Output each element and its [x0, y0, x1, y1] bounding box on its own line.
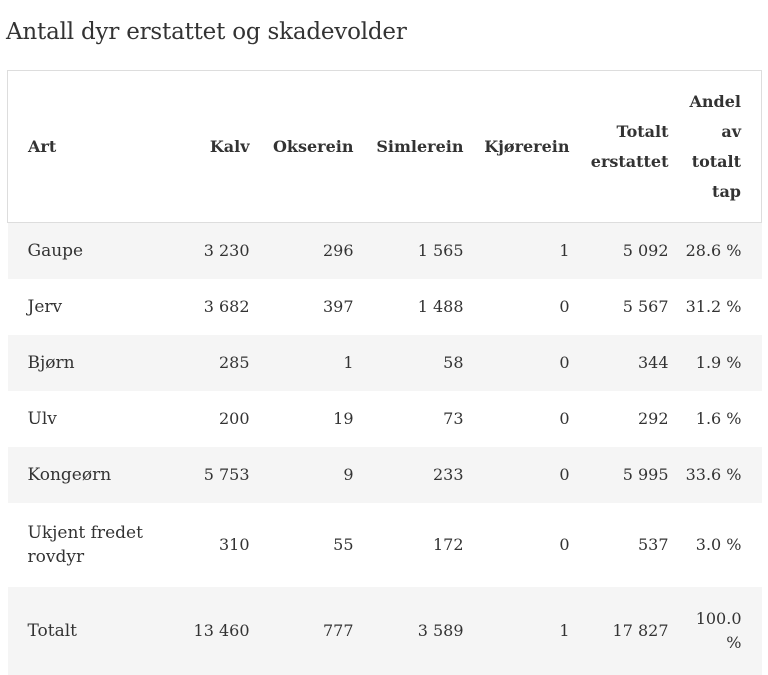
cell-kalv: 5 753 [203, 464, 250, 484]
cell-totalt-erstattet: 5 092 [622, 240, 669, 260]
table-row: Jerv 3 682 397 1 488 0 5 567 31.2 % [8, 279, 762, 335]
cell-art: Kongeørn [27, 464, 112, 485]
cell-kalv: 13 460 [193, 620, 250, 640]
cell-andel: 1.6 % [695, 408, 742, 428]
cell-kjorerein: 0 [559, 296, 570, 316]
cell-andel: 33.6 % [685, 464, 742, 484]
cell-simlerein: 1 488 [417, 296, 464, 316]
table-row: Kongeørn 5 753 9 233 0 5 995 33.6 % [7, 446, 762, 503]
column-header-kjorerein: Kjørerein [467, 70, 574, 223]
cell-totalt-erstattet: 17 827 [612, 620, 669, 640]
table-row: Bjørn 285 1 58 0 344 1.9 % [7, 334, 762, 391]
cell-totalt-erstattet: 537 [637, 534, 669, 554]
table-row: Gaupe 3 230 296 1 565 1 5 092 28.6 % [7, 222, 762, 279]
cell-art: Ukjent fredet rovdyr [27, 522, 143, 567]
cell-andel: 31.2 % [685, 296, 742, 316]
table-row-total: Totalt 13 460 777 3 589 1 17 827 100.0 % [7, 586, 762, 675]
cell-andel: 28.6 % [685, 240, 742, 260]
cell-art: Gaupe [27, 240, 84, 261]
cell-simlerein: 233 [432, 464, 464, 484]
cell-totalt-erstattet: 292 [637, 408, 669, 428]
cell-okserein: 9 [343, 464, 354, 484]
cell-totalt-erstattet: 5 995 [622, 464, 669, 484]
cell-kjorerein: 1 [559, 620, 570, 640]
cell-art: Ulv [27, 408, 57, 429]
cell-okserein: 19 [333, 408, 354, 428]
cell-okserein: 1 [343, 352, 354, 372]
column-header-okserein: Okserein [253, 70, 358, 223]
column-header-simlerein: Simlerein [357, 70, 468, 223]
cell-kalv: 285 [218, 352, 250, 372]
cell-kalv: 200 [218, 408, 250, 428]
cell-simlerein: 1 565 [417, 240, 464, 260]
column-header-totalt-erstattet: Totalt erstattet [573, 70, 673, 223]
header-row: Art Kalv Okserein Simlerein Kjørerein To… [7, 70, 762, 223]
cell-simlerein: 3 589 [417, 620, 464, 640]
cell-kalv: 3 682 [203, 296, 250, 316]
table-body: Gaupe 3 230 296 1 565 1 5 092 28.6 % Jer… [7, 222, 762, 675]
data-table: Art Kalv Okserein Simlerein Kjørerein To… [7, 70, 762, 675]
cell-totalt-erstattet: 344 [637, 352, 669, 372]
cell-simlerein: 172 [432, 534, 464, 554]
cell-art: Bjørn [27, 352, 75, 373]
cell-kjorerein: 0 [559, 408, 570, 428]
column-header-art: Art [7, 70, 175, 223]
cell-andel: 1.9 % [695, 352, 742, 372]
cell-totalt-erstattet: 5 567 [622, 296, 669, 316]
cell-kjorerein: 0 [559, 464, 570, 484]
cell-kalv: 310 [218, 534, 250, 554]
page-title: Antall dyr erstattet og skadevolder [6, 19, 407, 45]
cell-okserein: 777 [322, 620, 354, 640]
cell-simlerein: 58 [443, 352, 464, 372]
cell-okserein: 55 [333, 534, 354, 554]
table-header: Art Kalv Okserein Simlerein Kjørerein To… [7, 70, 762, 223]
column-header-andel: Andel av totalt tap [672, 70, 762, 223]
cell-kjorerein: 0 [559, 352, 570, 372]
table-row: Ulv 200 19 73 0 292 1.6 % [8, 391, 762, 447]
cell-kalv: 3 230 [203, 240, 250, 260]
cell-art: Jerv [27, 296, 63, 317]
cell-okserein: 296 [322, 240, 354, 260]
cell-andel: 100.0 % [695, 608, 742, 652]
cell-kjorerein: 0 [559, 534, 570, 554]
cell-kjorerein: 1 [559, 240, 570, 260]
table-row: Ukjent fredet rovdyr 310 55 172 0 537 3.… [8, 503, 762, 587]
column-header-kalv: Kalv [174, 70, 254, 223]
cell-simlerein: 73 [443, 408, 464, 428]
cell-andel: 3.0 % [695, 534, 742, 554]
cell-art: Totalt [27, 620, 78, 641]
cell-okserein: 397 [322, 296, 354, 316]
